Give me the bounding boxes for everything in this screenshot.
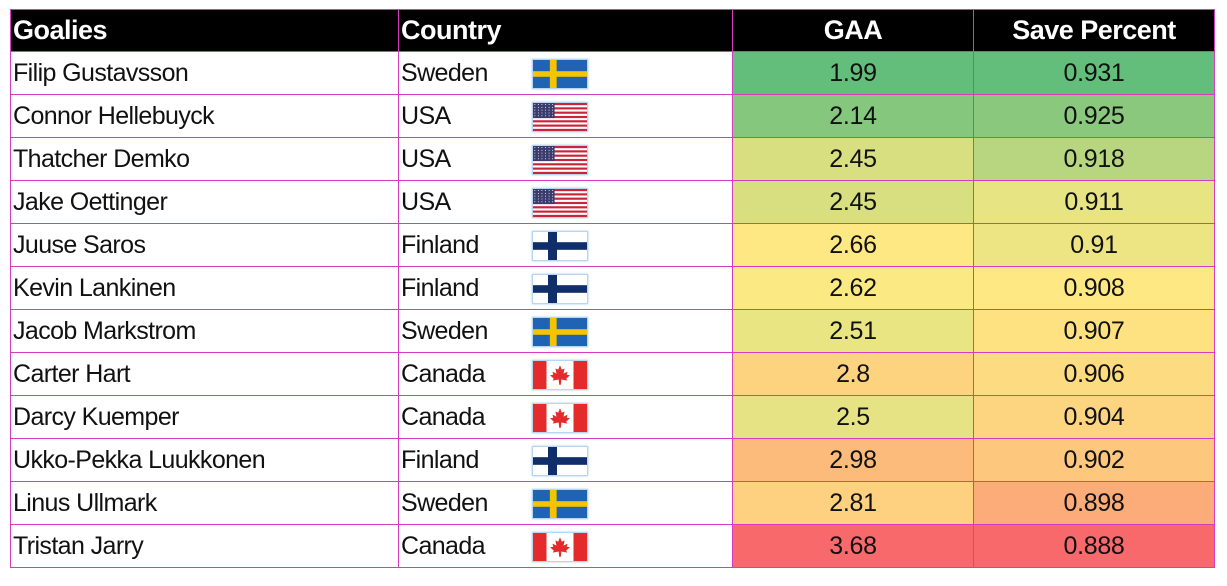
goalie-name-cell[interactable]: Filip Gustavsson (10, 51, 399, 95)
table-row: Filip Gustavsson Sweden 1.99 0.931 (10, 51, 1215, 95)
goalie-name-cell[interactable]: Kevin Lankinen (10, 266, 399, 310)
gaa-cell[interactable]: 2.81 (732, 481, 974, 525)
country-label: USA (401, 144, 451, 173)
country-label: USA (401, 101, 451, 130)
country-label: Canada (401, 402, 486, 431)
save-percent-cell[interactable]: 0.918 (973, 137, 1215, 181)
country-cell[interactable]: USA (398, 94, 733, 138)
country-cell[interactable]: Finland (398, 438, 733, 482)
goalie-name-cell[interactable]: Juuse Saros (10, 223, 399, 267)
table-row: Ukko-Pekka Luukkonen Finland 2.98 0.902 (10, 438, 1215, 482)
gaa-cell[interactable]: 2.62 (732, 266, 974, 310)
country-label: Finland (401, 230, 479, 259)
goalie-name-cell[interactable]: Connor Hellebuyck (10, 94, 399, 138)
country-cell[interactable]: Finland (398, 266, 733, 310)
goalie-name-cell[interactable]: Darcy Kuemper (10, 395, 399, 439)
table-row: Thatcher Demko USA 2.45 0.918 (10, 137, 1215, 181)
gaa-cell[interactable]: 3.68 (732, 524, 974, 568)
table-body: Filip Gustavsson Sweden 1.99 0.931 Conno… (10, 51, 1215, 568)
country-cell[interactable]: Canada (398, 395, 733, 439)
table-row: Tristan Jarry Canada 3.68 0.888 (10, 524, 1215, 568)
country-cell[interactable]: USA (398, 137, 733, 181)
canada-flag-icon (532, 532, 588, 562)
gaa-cell[interactable]: 2.14 (732, 94, 974, 138)
country-label: Finland (401, 273, 479, 302)
goalie-name-cell[interactable]: Tristan Jarry (10, 524, 399, 568)
finland-flag-icon (532, 274, 588, 304)
sweden-flag-icon (532, 59, 588, 89)
save-percent-cell[interactable]: 0.888 (973, 524, 1215, 568)
header-goalies[interactable]: Goalies (10, 9, 399, 52)
table-row: Jacob Markstrom Sweden 2.51 0.907 (10, 309, 1215, 353)
country-cell[interactable]: Sweden (398, 481, 733, 525)
gaa-cell[interactable]: 2.45 (732, 180, 974, 224)
country-cell[interactable]: Canada (398, 352, 733, 396)
save-percent-cell[interactable]: 0.904 (973, 395, 1215, 439)
gaa-cell[interactable]: 1.99 (732, 51, 974, 95)
save-percent-cell[interactable]: 0.911 (973, 180, 1215, 224)
save-percent-cell[interactable]: 0.906 (973, 352, 1215, 396)
goalie-name-cell[interactable]: Carter Hart (10, 352, 399, 396)
goalie-stats-table-wrapper: Goalies Country GAA Save Percent Filip G… (10, 9, 1215, 568)
header-country[interactable]: Country (398, 9, 733, 52)
header-gaa[interactable]: GAA (732, 9, 974, 52)
table-row: Linus Ullmark Sweden 2.81 0.898 (10, 481, 1215, 525)
country-label: Sweden (401, 316, 488, 345)
header-save-percent[interactable]: Save Percent (973, 9, 1215, 52)
gaa-cell[interactable]: 2.8 (732, 352, 974, 396)
country-label: Finland (401, 445, 479, 474)
country-label: Sweden (401, 488, 488, 517)
canada-flag-icon (532, 403, 588, 433)
table-row: Connor Hellebuyck USA 2.14 0.925 (10, 94, 1215, 138)
country-cell[interactable]: Finland (398, 223, 733, 267)
save-percent-cell[interactable]: 0.931 (973, 51, 1215, 95)
country-label: USA (401, 187, 451, 216)
finland-flag-icon (532, 231, 588, 261)
goalie-name-cell[interactable]: Jacob Markstrom (10, 309, 399, 353)
save-percent-cell[interactable]: 0.91 (973, 223, 1215, 267)
country-cell[interactable]: Sweden (398, 309, 733, 353)
usa-flag-icon (532, 188, 588, 218)
country-label: Sweden (401, 58, 488, 87)
save-percent-cell[interactable]: 0.902 (973, 438, 1215, 482)
country-cell[interactable]: Canada (398, 524, 733, 568)
goalie-name-cell[interactable]: Linus Ullmark (10, 481, 399, 525)
sweden-flag-icon (532, 317, 588, 347)
goalie-name-cell[interactable]: Jake Oettinger (10, 180, 399, 224)
gaa-cell[interactable]: 2.66 (732, 223, 974, 267)
save-percent-cell[interactable]: 0.898 (973, 481, 1215, 525)
table-row: Juuse Saros Finland 2.66 0.91 (10, 223, 1215, 267)
table-row: Kevin Lankinen Finland 2.62 0.908 (10, 266, 1215, 310)
usa-flag-icon (532, 145, 588, 175)
goalie-name-cell[interactable]: Ukko-Pekka Luukkonen (10, 438, 399, 482)
usa-flag-icon (532, 102, 588, 132)
finland-flag-icon (532, 446, 588, 476)
table-row: Carter Hart Canada 2.8 0.906 (10, 352, 1215, 396)
country-label: Canada (401, 531, 486, 560)
gaa-cell[interactable]: 2.98 (732, 438, 974, 482)
save-percent-cell[interactable]: 0.907 (973, 309, 1215, 353)
table-row: Darcy Kuemper Canada 2.5 0.904 (10, 395, 1215, 439)
table-row: Jake Oettinger USA 2.45 0.911 (10, 180, 1215, 224)
goalie-stats-table: Goalies Country GAA Save Percent Filip G… (10, 9, 1215, 568)
goalie-name-cell[interactable]: Thatcher Demko (10, 137, 399, 181)
country-cell[interactable]: USA (398, 180, 733, 224)
header-row: Goalies Country GAA Save Percent (10, 9, 1215, 52)
sweden-flag-icon (532, 489, 588, 519)
gaa-cell[interactable]: 2.45 (732, 137, 974, 181)
country-label: Canada (401, 359, 486, 388)
gaa-cell[interactable]: 2.51 (732, 309, 974, 353)
country-cell[interactable]: Sweden (398, 51, 733, 95)
save-percent-cell[interactable]: 0.925 (973, 94, 1215, 138)
gaa-cell[interactable]: 2.5 (732, 395, 974, 439)
canada-flag-icon (532, 360, 588, 390)
save-percent-cell[interactable]: 0.908 (973, 266, 1215, 310)
